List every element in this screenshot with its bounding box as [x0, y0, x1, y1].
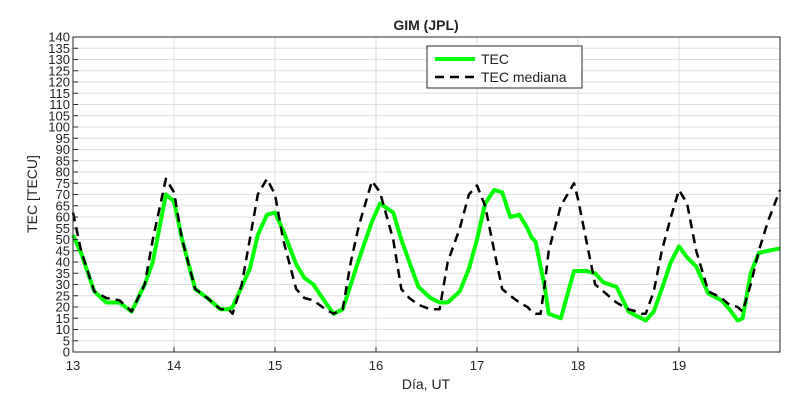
y-tick-label: 120 — [48, 75, 70, 90]
y-axis-title: TEC [TECU] — [24, 155, 40, 233]
y-tick-label: 15 — [56, 311, 70, 326]
y-tick-label: 105 — [48, 108, 70, 123]
y-tick-label: 30 — [56, 277, 70, 292]
x-tick-label: 15 — [268, 358, 282, 373]
y-tick-label: 90 — [56, 142, 70, 157]
y-tick-label: 100 — [48, 120, 70, 135]
y-tick-label: 65 — [56, 198, 70, 213]
legend-box — [426, 45, 583, 89]
legend-tec-label: TEC — [481, 51, 509, 67]
y-tick-label: 0 — [63, 345, 70, 360]
y-tick-label: 55 — [56, 221, 70, 236]
y-ticks: 0510152025303540455055606570758085909510… — [48, 30, 78, 360]
grid — [72, 36, 780, 353]
x-tick-label: 19 — [672, 358, 686, 373]
x-tick-label: 18 — [571, 358, 585, 373]
series-line-1 — [71, 177, 782, 316]
series-layer — [71, 177, 782, 323]
y-tick-label: 20 — [56, 300, 70, 315]
y-tick-label: 50 — [56, 232, 70, 247]
y-tick-label: 80 — [56, 165, 70, 180]
y-tick-label: 10 — [56, 322, 70, 337]
x-tick-label: 16 — [369, 358, 383, 373]
x-axis-title: Día, UT — [402, 376, 451, 392]
y-tick-label: 115 — [49, 86, 70, 101]
y-tick-label: 95 — [56, 131, 70, 146]
y-tick-label: 85 — [56, 153, 70, 168]
x-ticks: 13 14 15 16 17 18 19 — [66, 347, 686, 373]
y-tick-label: 110 — [49, 97, 70, 112]
y-tick-label: 125 — [48, 63, 70, 78]
x-tick-label: 13 — [66, 358, 80, 373]
y-tick-label: 130 — [48, 52, 70, 67]
x-tick-label: 17 — [470, 358, 484, 373]
y-tick-label: 135 — [48, 41, 70, 56]
y-tick-label: 35 — [56, 266, 70, 281]
y-tick-label: 75 — [56, 176, 70, 191]
legend: TEC TEC mediana — [426, 45, 583, 89]
x-tick-label: 14 — [167, 358, 181, 373]
y-tick-label: 70 — [56, 187, 70, 202]
y-tick-label: 5 — [63, 333, 70, 348]
y-tick-label: 45 — [56, 243, 70, 258]
y-tick-label: 40 — [56, 255, 70, 270]
chart-title: GIM (JPL) — [393, 17, 458, 33]
legend-tec-mediana-label: TEC mediana — [481, 69, 567, 85]
y-tick-label: 25 — [56, 288, 70, 303]
y-tick-label: 60 — [56, 210, 70, 225]
y-tick-label: 140 — [48, 30, 70, 45]
